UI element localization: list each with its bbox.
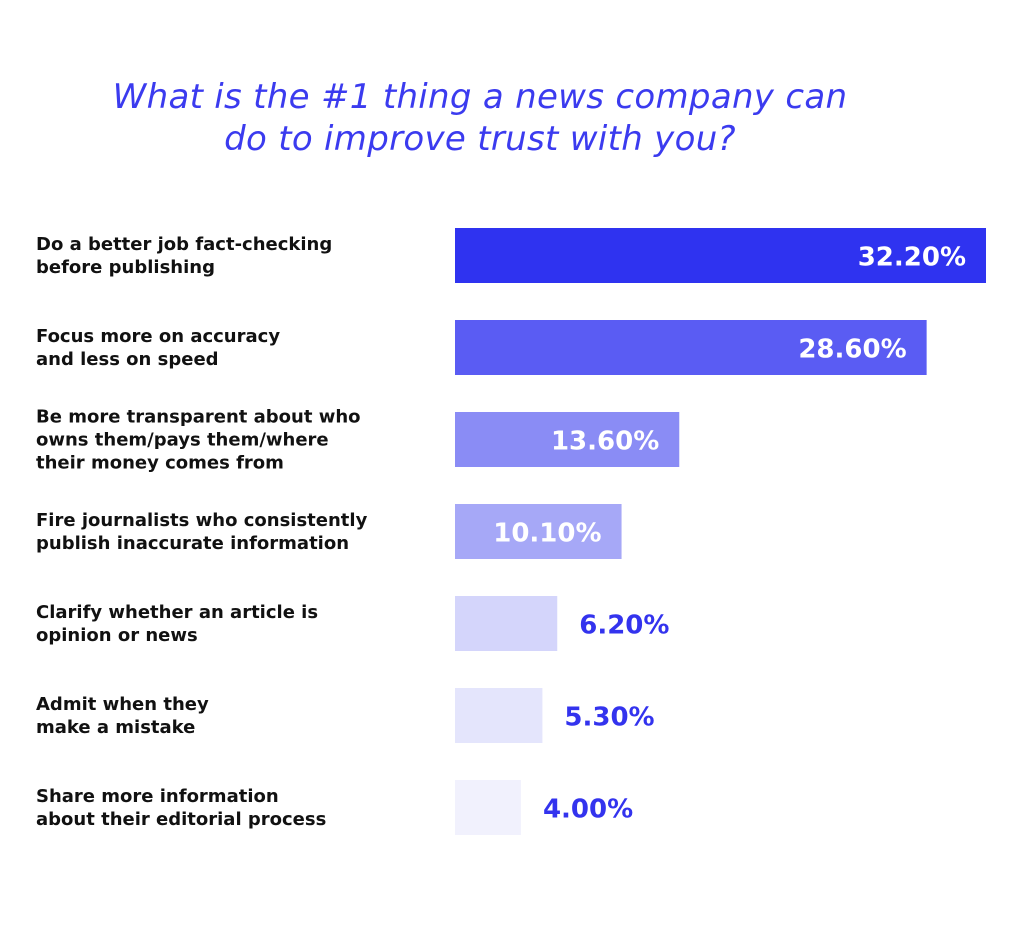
category-label: Admit when they make a mistake (36, 694, 209, 738)
chart-title-line-2: do to improve trust with you? (224, 119, 736, 159)
category-label: Focus more on accuracy and less on speed (36, 326, 280, 370)
category-label: Fire journalists who consistently publish… (36, 510, 368, 554)
value-label: 32.20% (858, 243, 966, 273)
category-label: Be more transparent about who owns them/p… (36, 407, 361, 474)
category-label-line: and less on speed (36, 349, 219, 370)
value-label: 6.20% (579, 611, 669, 641)
category-label-line: Clarify whether an article is (36, 602, 318, 623)
value-label: 10.10% (493, 519, 601, 549)
bar (455, 688, 543, 743)
category-label-line: about their editorial process (36, 809, 326, 830)
category-label-line: opinion or news (36, 625, 198, 646)
category-label-line: owns them/pays them/where (36, 430, 329, 451)
category-label: Do a better job fact-checking before publ… (36, 234, 332, 278)
category-label-line: publish inaccurate information (36, 533, 349, 554)
category-label-line: Do a better job fact-checking (36, 234, 332, 255)
category-label-line: before publishing (36, 257, 215, 278)
value-label: 5.30% (564, 703, 654, 733)
category-label-line: their money comes from (36, 453, 284, 474)
category-label-line: Fire journalists who consistently (36, 510, 368, 531)
bar (455, 228, 986, 283)
category-label-line: Focus more on accuracy (36, 326, 280, 347)
bar (455, 504, 622, 559)
bar (455, 412, 680, 467)
category-label: Share more information about their editor… (36, 786, 326, 830)
chart-title-line-1: What is the #1 thing a news company can (112, 77, 848, 117)
category-label-line: Admit when they (36, 694, 209, 715)
category-label: Clarify whether an article is opinion or … (36, 602, 318, 646)
category-label-line: Share more information (36, 786, 279, 807)
value-label: 4.00% (543, 795, 633, 825)
bar (455, 596, 558, 651)
category-label-line: make a mistake (36, 717, 195, 738)
value-label: 28.60% (798, 335, 906, 365)
bar (455, 780, 521, 835)
category-label-line: Be more transparent about who (36, 407, 361, 428)
chart-title: What is the #1 thing a news company can … (0, 76, 960, 160)
bar (455, 320, 927, 375)
value-label: 13.60% (551, 427, 659, 457)
